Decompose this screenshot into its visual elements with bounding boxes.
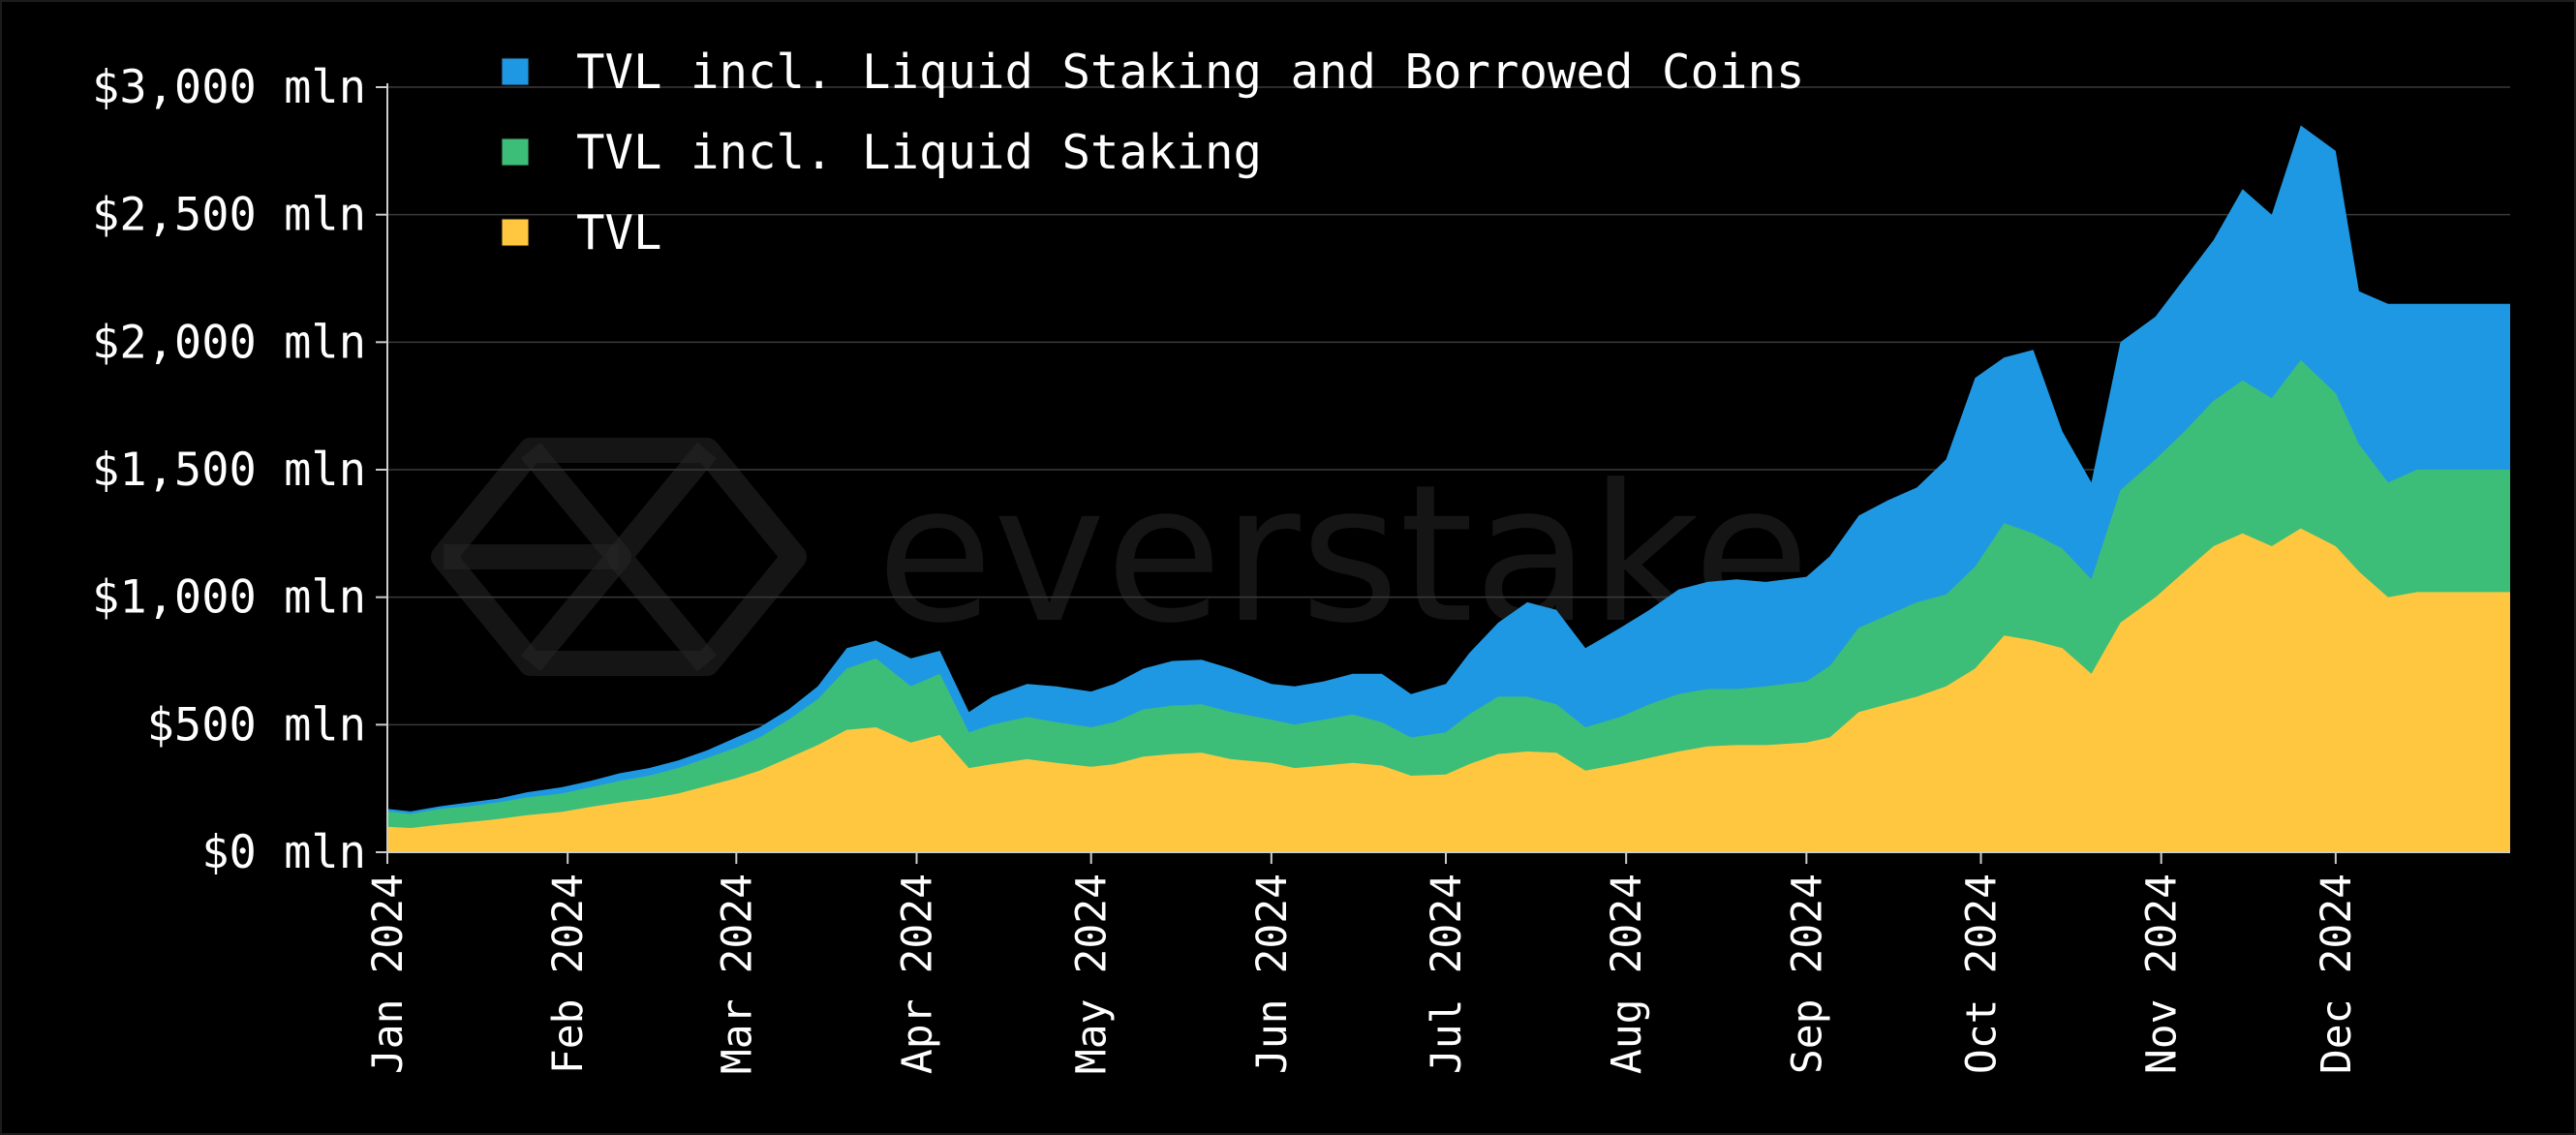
hexagon-cube-logo-icon: [431, 438, 807, 676]
y-tick-label: $2,000 mln: [92, 316, 366, 369]
x-tick-label: Oct 2024: [1958, 874, 2007, 1074]
x-tick-label: Nov 2024: [2138, 874, 2187, 1074]
legend-label: TVL incl. Liquid Staking and Borrowed Co…: [576, 45, 1805, 100]
legend-swatch: [501, 218, 530, 247]
legend: TVL incl. Liquid Staking and Borrowed Co…: [501, 45, 1805, 261]
y-tick-label: $1,500 mln: [92, 444, 366, 497]
stacked-areas: [387, 125, 2510, 852]
x-axis-ticks: Jan 2024 Feb 2024 Mar 2024 Apr 2024 May 2024…: [364, 852, 2361, 1074]
legend-swatch: [501, 57, 530, 86]
y-tick-label: $2,500 mln: [92, 189, 366, 242]
y-tick-label: $3,000 mln: [92, 61, 366, 114]
area-tvl: [387, 528, 2510, 852]
x-tick-label: Aug 2024: [1603, 874, 1651, 1074]
x-tick-label: Mar 2024: [713, 874, 761, 1074]
y-tick-label: $0 mln: [201, 826, 366, 879]
x-tick-label: May 2024: [1068, 874, 1117, 1074]
x-tick-label: Feb 2024: [544, 874, 593, 1074]
everstake-watermark: everstake: [431, 438, 1810, 676]
y-tick-label: $1,000 mln: [92, 571, 366, 625]
y-axis-ticks: $0 mln $500 mln $1,000 mln $1,500 mln $2,000…: [92, 61, 387, 879]
x-tick-label: Jun 2024: [1248, 874, 1297, 1074]
x-tick-label: Dec 2024: [2313, 874, 2361, 1074]
x-tick-label: Jul 2024: [1423, 874, 1471, 1074]
x-tick-label: Apr 2024: [893, 874, 941, 1074]
legend-swatch: [501, 138, 530, 167]
legend-label: TVL incl. Liquid Staking: [576, 125, 1262, 180]
y-tick-label: $500 mln: [147, 698, 366, 752]
legend-label: TVL: [576, 205, 662, 261]
x-tick-label: Jan 2024: [364, 874, 413, 1074]
x-tick-label: Sep 2024: [1783, 874, 1831, 1074]
